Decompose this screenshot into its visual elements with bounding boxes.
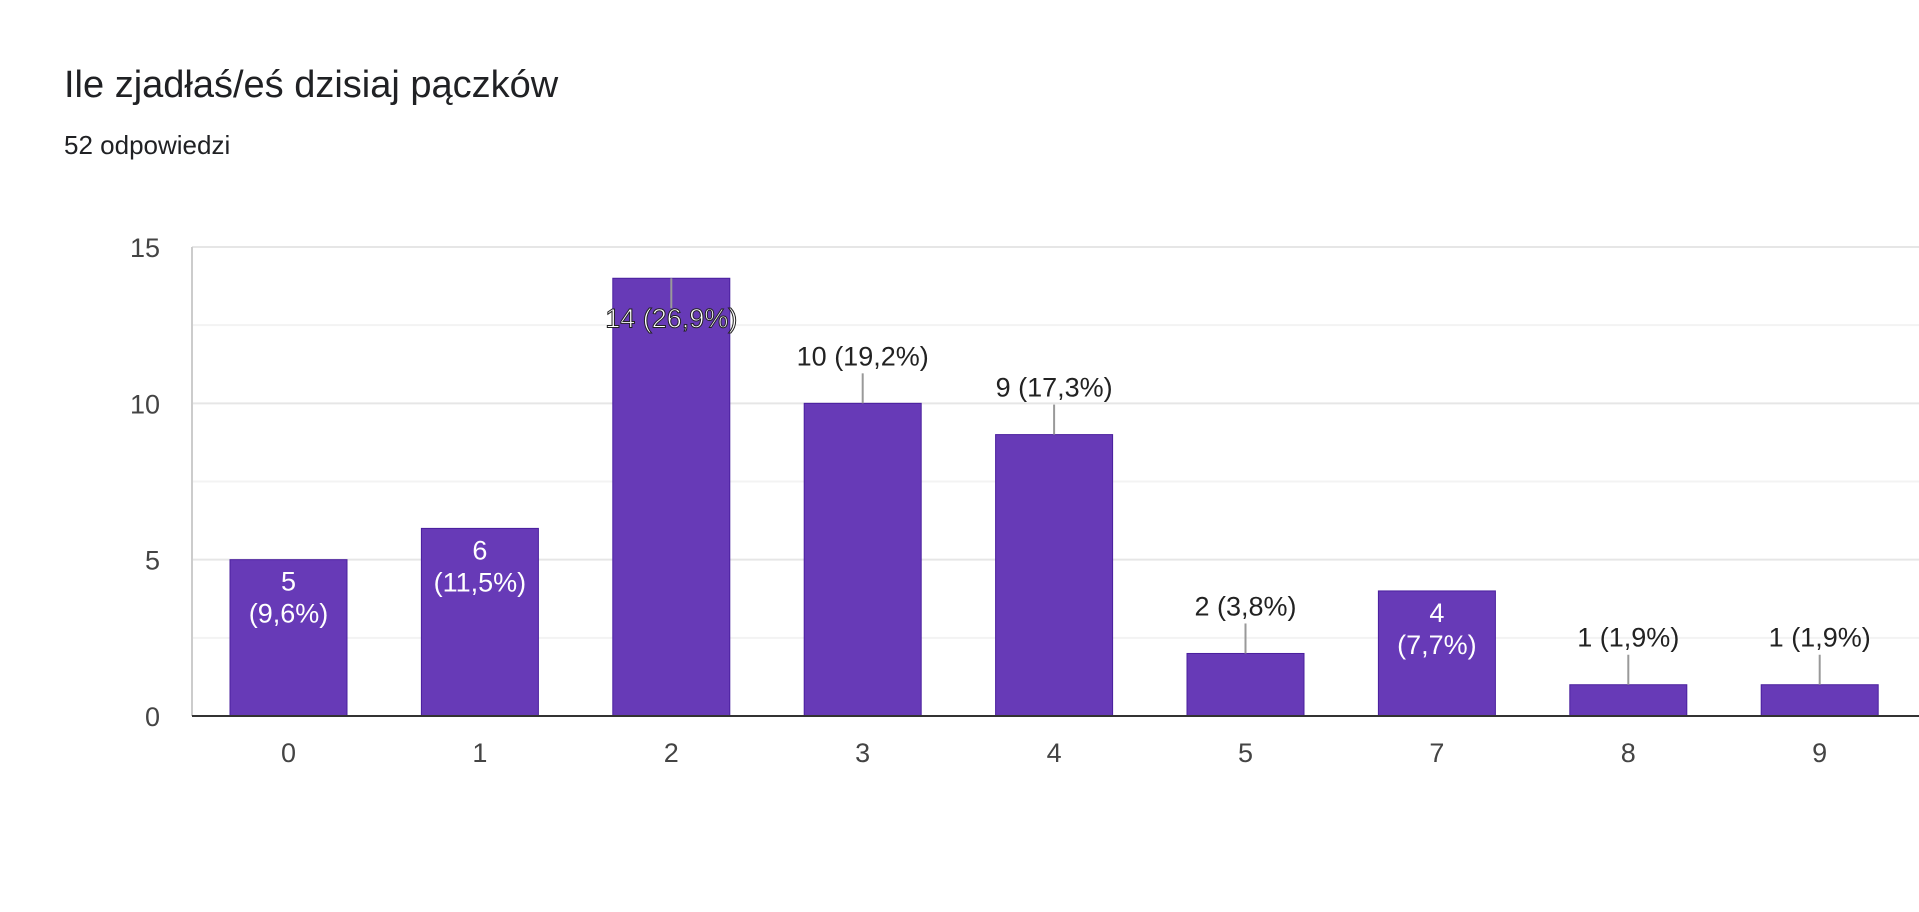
- y-tick-label: 10: [130, 389, 160, 419]
- bar: [1569, 684, 1688, 717]
- bar: [612, 277, 731, 717]
- data-label: 9 (17,3%): [996, 373, 1113, 403]
- x-tick-label: 8: [1621, 738, 1636, 768]
- bar: [1186, 652, 1305, 717]
- data-label-count: 4: [1429, 598, 1444, 628]
- x-tick-label: 5: [1238, 738, 1253, 768]
- response-count: 52 odpowiedzi: [64, 130, 231, 160]
- x-tick-label: 4: [1047, 738, 1062, 768]
- data-label: 10 (19,2%): [797, 341, 929, 371]
- data-label-count: 6: [472, 535, 487, 565]
- x-tick-label: 7: [1429, 738, 1444, 768]
- x-tick-label: 0: [281, 738, 296, 768]
- data-label-count: 5: [281, 567, 296, 597]
- bar: [420, 527, 539, 717]
- y-tick-label: 0: [145, 702, 160, 732]
- x-tick-label: 9: [1812, 738, 1827, 768]
- bar: [803, 402, 922, 717]
- x-tick-label: 3: [855, 738, 870, 768]
- data-label: 1 (1,9%): [1577, 623, 1679, 653]
- bar: [1377, 590, 1496, 717]
- bar: [1760, 684, 1879, 717]
- bar: [229, 559, 348, 717]
- x-tick-label: 2: [664, 738, 679, 768]
- data-label: 1 (1,9%): [1769, 623, 1871, 653]
- data-label-percent: (7,7%): [1397, 630, 1477, 660]
- data-label-percent: (11,5%): [434, 567, 527, 597]
- chart-title: Ile zjadłaś/eś dzisiaj pączków: [64, 64, 559, 106]
- y-tick-label: 15: [130, 233, 160, 263]
- y-tick-label: 5: [145, 546, 160, 576]
- data-label: 2 (3,8%): [1194, 591, 1296, 621]
- data-label-percent: (9,6%): [249, 599, 329, 629]
- x-tick-label: 1: [472, 738, 487, 768]
- bar: [995, 434, 1114, 717]
